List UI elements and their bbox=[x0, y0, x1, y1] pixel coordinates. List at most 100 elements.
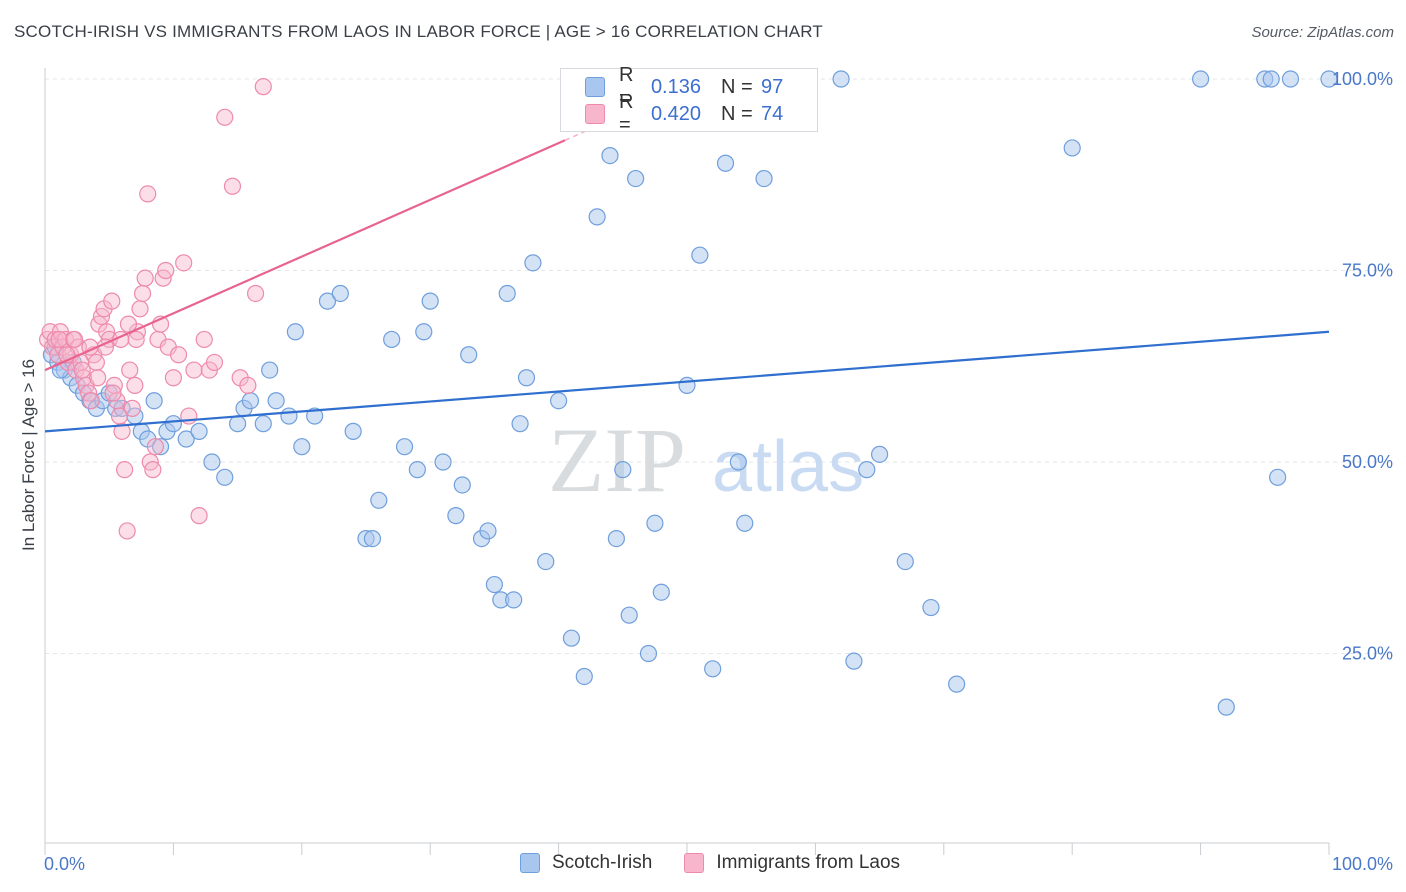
tick-labels: 25.0% 50.0% 75.0% 100.0% 0.0% 100.0% bbox=[44, 69, 1393, 874]
scotch-irish-point bbox=[575, 667, 593, 686]
scotch-irish-point bbox=[498, 284, 516, 303]
legend-swatch-blue bbox=[585, 77, 605, 97]
scotch-irish-point bbox=[1281, 70, 1300, 88]
laos-point bbox=[113, 422, 131, 440]
laos-point bbox=[205, 353, 224, 372]
laos-point bbox=[139, 185, 157, 203]
legend-row-scotch-irish: R = 0.136 N = 97 bbox=[585, 64, 784, 109]
scotch-irish-point bbox=[293, 438, 311, 456]
legend-n-value: 97 bbox=[761, 75, 784, 98]
legend-row-laos: R = 0.420 N = 74 bbox=[585, 91, 784, 136]
legend-r-value: 0.420 bbox=[650, 102, 701, 125]
legend-swatch-pink bbox=[585, 104, 605, 124]
scotch-irish-point bbox=[562, 629, 581, 647]
scotch-irish-point bbox=[383, 330, 401, 349]
y-tick-label: 100.0% bbox=[1332, 69, 1393, 89]
scotch-irish-point bbox=[601, 147, 619, 165]
laos-point bbox=[223, 177, 242, 195]
scotch-irish-point bbox=[190, 422, 208, 440]
legend-r-label: R = bbox=[619, 64, 634, 109]
scotch-irish-point bbox=[1063, 139, 1081, 157]
scotch-irish-point bbox=[395, 438, 414, 456]
laos-point bbox=[89, 369, 107, 387]
scotch-irish-point bbox=[588, 208, 606, 226]
chart-title: SCOTCH-IRISH VS IMMIGRANTS FROM LAOS IN … bbox=[14, 22, 823, 41]
laos-point bbox=[65, 330, 84, 349]
legend-label-laos: Immigrants from Laos bbox=[716, 852, 901, 873]
laos-point bbox=[116, 461, 134, 479]
laos-point bbox=[216, 108, 234, 126]
correlation-legend: R = 0.136 N = 97 R = 0.420 N = 74 bbox=[560, 64, 818, 136]
laos-points bbox=[38, 78, 272, 540]
y-tick-label: 50.0% bbox=[1342, 452, 1393, 472]
x-tick-label: 0.0% bbox=[44, 854, 85, 874]
legend-swatch-pink bbox=[684, 853, 705, 873]
legend-item-laos[interactable]: Immigrants from Laos bbox=[684, 852, 900, 874]
legend-n-value: 74 bbox=[761, 102, 784, 125]
scotch-irish-point bbox=[261, 361, 279, 379]
laos-point bbox=[195, 330, 213, 349]
scotch-irish-point bbox=[453, 476, 471, 494]
laos-point bbox=[169, 346, 188, 364]
laos-point bbox=[50, 330, 68, 349]
legend-item-scotch-irish[interactable]: Scotch-Irish bbox=[520, 852, 652, 874]
scotch-irish-point bbox=[318, 292, 337, 310]
laos-point bbox=[127, 330, 145, 349]
scotch-irish-point bbox=[254, 415, 272, 433]
laos-point bbox=[87, 353, 105, 372]
scotch-irish-point bbox=[216, 468, 234, 486]
legend-r-value: 0.136 bbox=[650, 75, 701, 98]
scotch-irish-point bbox=[241, 392, 260, 410]
scotch-irish-point bbox=[203, 453, 221, 471]
scotch-irish-point bbox=[331, 284, 349, 303]
scotch-irish-point bbox=[896, 552, 914, 571]
laos-point bbox=[104, 384, 122, 402]
laos-point bbox=[131, 300, 149, 318]
watermark-zip: ZIP bbox=[548, 409, 686, 511]
scotch-irish-point bbox=[363, 529, 382, 548]
scotch-irish-point bbox=[607, 529, 625, 548]
scotch-irish-point bbox=[447, 507, 465, 525]
scotch-irish-point bbox=[164, 415, 182, 433]
scotch-irish-point bbox=[460, 346, 478, 364]
laos-point bbox=[175, 254, 193, 272]
scotch-irish-point bbox=[639, 644, 658, 663]
scotch-irish-point bbox=[306, 407, 324, 425]
laos-point bbox=[123, 399, 141, 417]
laos-point bbox=[144, 461, 162, 479]
laos-point bbox=[157, 261, 175, 280]
scotch-irish-point bbox=[177, 430, 195, 448]
scotch-irish-point bbox=[421, 292, 439, 310]
scotch-irish-point bbox=[704, 660, 722, 678]
y-tick-label: 75.0% bbox=[1342, 261, 1393, 281]
scotch-irish-point bbox=[832, 70, 850, 88]
legend-label-scotch-irish: Scotch-Irish bbox=[552, 852, 653, 873]
laos-point bbox=[73, 361, 91, 379]
scotch-irish-point bbox=[286, 323, 304, 341]
laos-point bbox=[118, 522, 136, 540]
scotch-irish-point bbox=[1217, 698, 1235, 716]
scotch-irish-point bbox=[691, 246, 709, 264]
scotch-irish-point bbox=[549, 392, 568, 410]
scotch-irish-point bbox=[280, 407, 298, 425]
scotch-irish-point bbox=[1191, 70, 1210, 88]
scotch-irish-point bbox=[755, 169, 773, 188]
scotch-irish-point bbox=[1269, 468, 1287, 486]
scotch-irish-point bbox=[434, 453, 452, 471]
scotch-irish-point bbox=[344, 422, 362, 440]
laos-point bbox=[133, 284, 152, 303]
scotch-irish-point bbox=[627, 169, 645, 188]
laos-point bbox=[126, 376, 144, 394]
scotch-irish-point bbox=[485, 575, 503, 594]
scotch-irish-point bbox=[1320, 70, 1338, 88]
laos-point bbox=[254, 78, 272, 96]
scotch-irish-point bbox=[948, 675, 966, 693]
legend-n-label: N = bbox=[721, 102, 753, 125]
scotch-irish-point bbox=[479, 522, 497, 540]
laos-point bbox=[121, 361, 139, 379]
scotch-irish-point bbox=[716, 154, 735, 172]
scotch-irish-point bbox=[646, 514, 664, 532]
laos-point bbox=[136, 269, 154, 287]
laos-point bbox=[185, 361, 203, 379]
